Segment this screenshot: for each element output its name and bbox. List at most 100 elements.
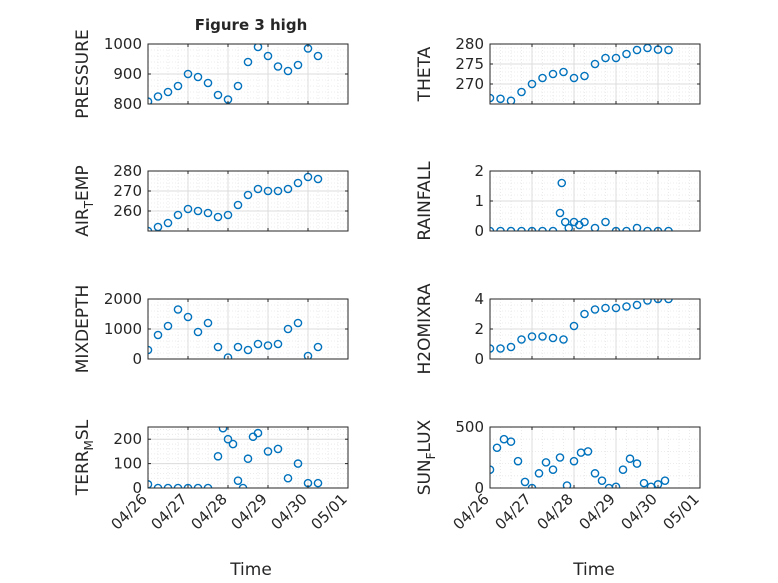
theta-y-tick-label: 270 (455, 75, 484, 93)
sun_flux-data-point (492, 443, 502, 453)
terr_msl-data-point (253, 428, 263, 438)
mixdepth-data-point (183, 312, 193, 322)
sun_flux-x-tick-label: 04/28 (534, 490, 577, 533)
terr_msl-data-point (213, 451, 223, 461)
sun_flux-data-point (618, 465, 628, 475)
pressure-data-point (263, 51, 273, 61)
terr_msl-data-point (313, 478, 323, 488)
theta-data-point (559, 67, 568, 77)
h2omixra-data-point (580, 309, 589, 319)
mixdepth-data-point (203, 318, 213, 328)
theta-data-point (496, 94, 505, 104)
terr_msl-x-tick-label: 04/27 (148, 490, 191, 533)
terr_msl-data-point (223, 434, 233, 444)
mixdepth-data-point (153, 330, 163, 340)
air_temp-data-point (193, 206, 203, 216)
terr_msl-data-point (283, 473, 293, 483)
theta-data-point (601, 53, 610, 63)
theta-y-tick-label: 280 (455, 35, 484, 53)
sun_flux-data-point (490, 465, 495, 474)
mixdepth-data-point (148, 345, 153, 355)
rainfall-data-point (580, 217, 589, 227)
sun_flux-data-point (513, 456, 523, 466)
theta-data-point (632, 45, 642, 55)
air_temp-data-point (173, 210, 183, 220)
sun_flux-data-point (590, 469, 600, 478)
h2omixra-data-point (611, 303, 621, 313)
terr_msl-data-point (233, 476, 243, 485)
x-axis-label-right: Time (572, 560, 615, 580)
h2omixra-data-point (653, 299, 663, 304)
mixdepth-data-point (283, 324, 293, 334)
sun_flux-x-tick-label: 04/29 (576, 490, 619, 533)
terr_msl-x-tick-label: 04/30 (268, 490, 311, 533)
air_temp-series (148, 172, 323, 231)
sun_flux-x-tick-label: 04/26 (450, 490, 493, 533)
sun_flux-data-point (548, 465, 558, 475)
h2omixra-y-tick-label: 0 (474, 350, 484, 368)
mixdepth-y-tick-label: 0 (132, 350, 142, 368)
terr_msl-x-tick-label: 04/28 (188, 490, 231, 533)
mixdepth-data-point (253, 339, 263, 349)
mixdepth-data-point (173, 305, 183, 314)
pressure-data-point (253, 44, 263, 52)
pressure-y-tick-label: 800 (113, 95, 142, 113)
theta-data-point (548, 69, 558, 79)
h2omixra-data-point (590, 305, 600, 314)
mixdepth-data-point (313, 342, 323, 352)
air_temp-y-tick-label: 270 (113, 182, 142, 200)
terr_msl-y-tick-label: 200 (113, 430, 142, 448)
mixdepth-data-point (163, 321, 173, 331)
h2omixra-data-point (643, 299, 652, 305)
theta-panel: 270 275 280 THETA (415, 35, 701, 105)
sun_flux-data-point (597, 476, 607, 485)
h2omixra-data-point (538, 332, 547, 341)
air_temp-axes-box (147, 170, 349, 232)
sun_flux-data-point (506, 437, 516, 446)
sun_flux-x-tick-label: 05/01 (660, 490, 703, 533)
air_temp-data-point (203, 208, 213, 218)
sun_flux-x-tick-label: 04/27 (492, 490, 535, 533)
air_temp-data-point (163, 218, 173, 228)
air_temp-data-point (293, 178, 303, 188)
terr_msl-data-point (293, 459, 303, 468)
mixdepth-data-point (223, 353, 233, 359)
figure-title: Figure 3 high (195, 16, 308, 34)
pressure-data-point (243, 57, 253, 67)
h2omixra-data-point (559, 335, 568, 344)
pressure-data-point (233, 81, 243, 91)
rainfall-data-point (601, 217, 610, 227)
air_temp-data-point (213, 212, 223, 222)
theta-data-point (527, 79, 537, 89)
terr_msl-y-tick-label: 0 (132, 479, 142, 497)
air_temp-data-point (313, 174, 323, 184)
h2omixra-data-point (569, 321, 579, 331)
mixdepth-y-tick-label: 2000 (104, 290, 142, 308)
theta-data-point (622, 49, 631, 59)
pressure-y-tick-label: 1000 (104, 35, 142, 53)
terr_msl-data-point (243, 454, 253, 464)
h2omixra-data-point (527, 332, 537, 341)
air_temp-y-tick-label: 280 (113, 162, 142, 180)
rainfall-data-point (555, 208, 565, 218)
theta-y-axis-label: THETA (415, 46, 435, 102)
h2omixra-data-point (496, 344, 505, 353)
mixdepth-series (148, 305, 323, 359)
air_temp-y-tick-label: 260 (113, 202, 142, 220)
pressure-data-point (213, 90, 223, 100)
terr_msl-data-point (228, 439, 238, 449)
sun_flux-data-point (583, 447, 593, 456)
theta-axes-box (489, 43, 701, 105)
rainfall-data-point (590, 223, 600, 231)
rainfall-data-point (564, 223, 574, 231)
h2omixra-data-point (506, 342, 516, 352)
mixdepth-data-point (233, 342, 243, 352)
air_temp-data-point (223, 210, 233, 220)
h2omixra-panel: 0 2 4 H2OMIXRA (415, 283, 701, 375)
pressure-series (148, 44, 323, 104)
pressure-data-point (193, 72, 203, 82)
rainfall-data-point (557, 178, 567, 188)
mixdepth-panel: 0 1000 2000 MIXDEPTH (73, 285, 349, 373)
